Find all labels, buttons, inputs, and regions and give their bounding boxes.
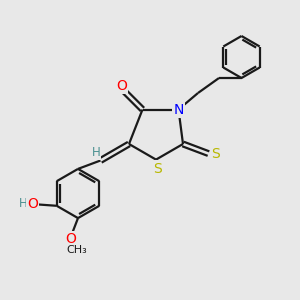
Text: O: O — [65, 232, 76, 246]
Text: H: H — [92, 146, 100, 159]
Text: S: S — [211, 147, 220, 160]
Text: H: H — [19, 197, 28, 210]
Text: O: O — [116, 79, 127, 92]
Text: CH₃: CH₃ — [66, 245, 87, 255]
Text: S: S — [153, 162, 162, 176]
Text: O: O — [27, 197, 38, 211]
Text: N: N — [173, 103, 184, 116]
